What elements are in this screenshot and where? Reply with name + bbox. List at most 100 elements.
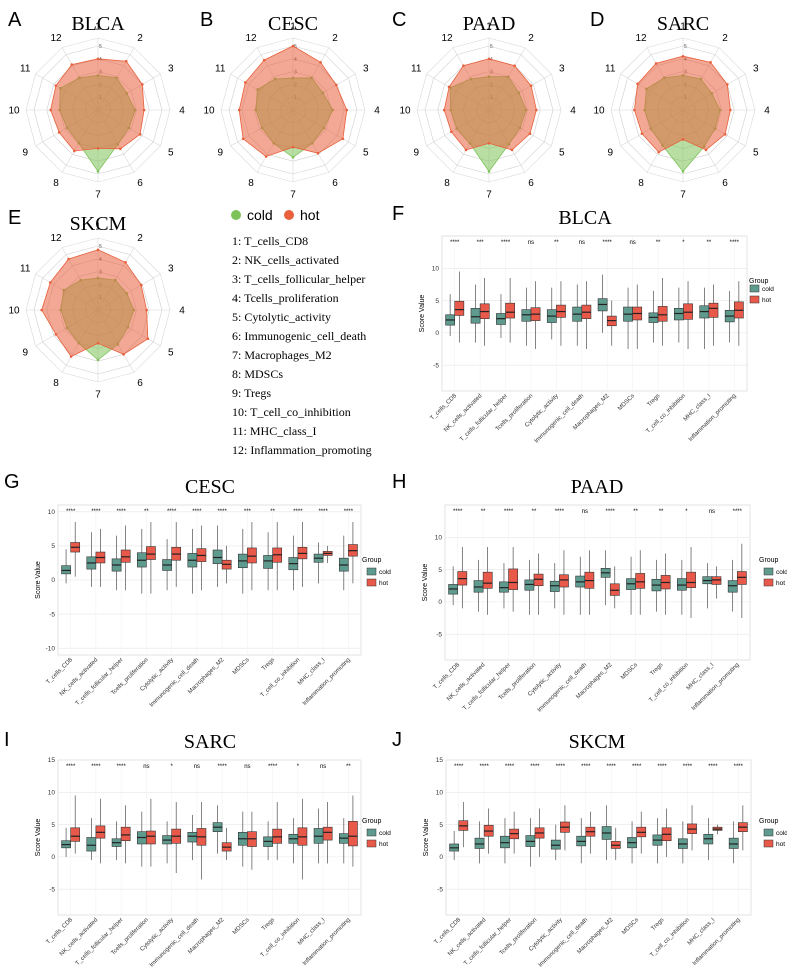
y-tick-label: -5: [437, 886, 443, 893]
significance-label: ****: [453, 509, 463, 515]
chart-title: SKCM: [70, 213, 127, 235]
spoke-label: 2: [722, 33, 728, 44]
y-tick-label: 5: [435, 298, 439, 305]
significance-label: ****: [479, 764, 489, 770]
significance-label: **: [656, 240, 661, 246]
significance-label: ***: [244, 509, 252, 515]
cold-polygon-point: [681, 170, 685, 173]
panel-letter: I: [4, 729, 10, 751]
spoke-label: 9: [22, 348, 28, 359]
legend-title: Group: [362, 557, 382, 564]
spoke-label: 4: [179, 306, 185, 317]
hot-polygon-point: [262, 58, 266, 62]
significance-label: ****: [450, 240, 460, 246]
spoke-label: 6: [137, 178, 143, 189]
hot-polygon-point: [96, 147, 100, 150]
spoke-label: 8: [53, 178, 59, 189]
x-tick-label: MDSCs: [621, 917, 640, 936]
panel-letter: D: [590, 9, 604, 31]
spoke-label: 5: [753, 148, 759, 159]
spoke-label: 5: [363, 148, 369, 159]
x-tick-label: Immunogenic_cell_death: [538, 917, 589, 968]
hot-polygon-point: [633, 108, 636, 112]
hot-polygon-point: [487, 57, 491, 61]
spoke-label: 10: [399, 106, 411, 117]
spoke-label: 3: [559, 64, 565, 75]
spoke-label: 6: [528, 178, 534, 189]
hot-box: [533, 573, 544, 587]
hot-polygon-point: [528, 132, 532, 135]
spoke-label: 12: [441, 33, 453, 44]
significance-label: ****: [344, 509, 354, 515]
cold-box: [549, 580, 560, 592]
hot-polygon-point: [69, 355, 73, 358]
spoke-label: 4: [764, 106, 770, 117]
hot-polygon-point: [139, 283, 143, 287]
spoke-label: 8: [248, 178, 254, 189]
significance-label: ****: [293, 509, 303, 515]
legend-cold-swatch: [366, 828, 377, 837]
hot-polygon-point: [654, 62, 658, 65]
significance-label: ***: [477, 240, 485, 246]
spoke-label: 1: [95, 22, 101, 33]
x-tick-label: Inflammation_promoting: [691, 662, 741, 712]
spoke-label: 1: [95, 222, 101, 233]
x-tick-label: Tregs: [650, 662, 665, 677]
legend-title: Group: [362, 818, 382, 825]
y-tick-label: 15: [48, 757, 56, 764]
spoke-label: 10: [8, 306, 20, 317]
significance-label: ****: [581, 764, 591, 770]
x-tick-label: MDSCs: [620, 662, 639, 681]
hot-polygon-point: [535, 108, 538, 112]
hot-polygon-point: [291, 145, 295, 149]
significance-label: *: [682, 240, 685, 246]
hot-polygon-point: [510, 148, 514, 152]
feature-list-item: 5: Cytolytic_activity: [232, 310, 331, 324]
y-tick-label: 10: [48, 789, 56, 796]
feature-list-item: 3: T_cells_follicular_helper: [232, 272, 365, 286]
significance-label: ****: [733, 509, 743, 515]
panel-letter: B: [200, 9, 213, 31]
x-tick-label: T_cells_follicular_helper: [462, 662, 512, 712]
hot-polygon: [50, 58, 145, 152]
x-tick-label: MDSCs: [232, 917, 251, 936]
y-tick-label: -5: [49, 886, 55, 893]
hot-polygon-point: [464, 148, 468, 152]
hot-box: [482, 571, 493, 589]
feature-list-item: 2: NK_cells_activated: [232, 253, 339, 267]
y-tick-label: 10: [436, 789, 444, 796]
significance-label: ****: [683, 764, 693, 770]
hot-polygon-point: [124, 59, 128, 63]
legend-hot-label: hot: [776, 580, 785, 587]
hot-polygon-point: [145, 308, 148, 312]
hot-legend-dot: [284, 210, 294, 220]
spoke-label: 7: [95, 390, 101, 401]
significance-label: ****: [555, 509, 565, 515]
hot-polygon-point: [447, 85, 451, 89]
spoke-label: 8: [444, 178, 450, 189]
x-tick-label: Inflammation_promoting: [302, 657, 352, 707]
significance-label: ns: [320, 764, 326, 770]
spoke-label: 12: [50, 33, 62, 44]
cold-polygon-point: [291, 156, 295, 159]
spoke-label: 3: [363, 64, 369, 75]
radar-chart-skcm: ESKCM12345123456789101112: [8, 207, 185, 401]
hot-polygon-point: [316, 151, 320, 155]
chart-title: CESC: [185, 476, 235, 498]
legend-hot-swatch: [763, 578, 774, 587]
hot-box: [505, 302, 515, 319]
y-axis-title: Score Value: [422, 564, 429, 602]
x-tick-label: Immunogenic_cell_death: [149, 917, 200, 968]
spoke-label: 7: [290, 190, 296, 201]
hot-polygon-point: [119, 147, 122, 151]
spoke-label: 2: [332, 33, 338, 44]
chart-title: SARC: [184, 731, 236, 753]
significance-label: ****: [192, 509, 202, 515]
radar-chart-paad: CPAAD12345123456789101112: [392, 9, 576, 201]
legend-cold-swatch: [749, 284, 760, 293]
feature-list-item: 8: MDSCs: [232, 367, 283, 381]
hot-polygon-point: [709, 61, 712, 64]
hot-polygon-point: [141, 83, 144, 86]
